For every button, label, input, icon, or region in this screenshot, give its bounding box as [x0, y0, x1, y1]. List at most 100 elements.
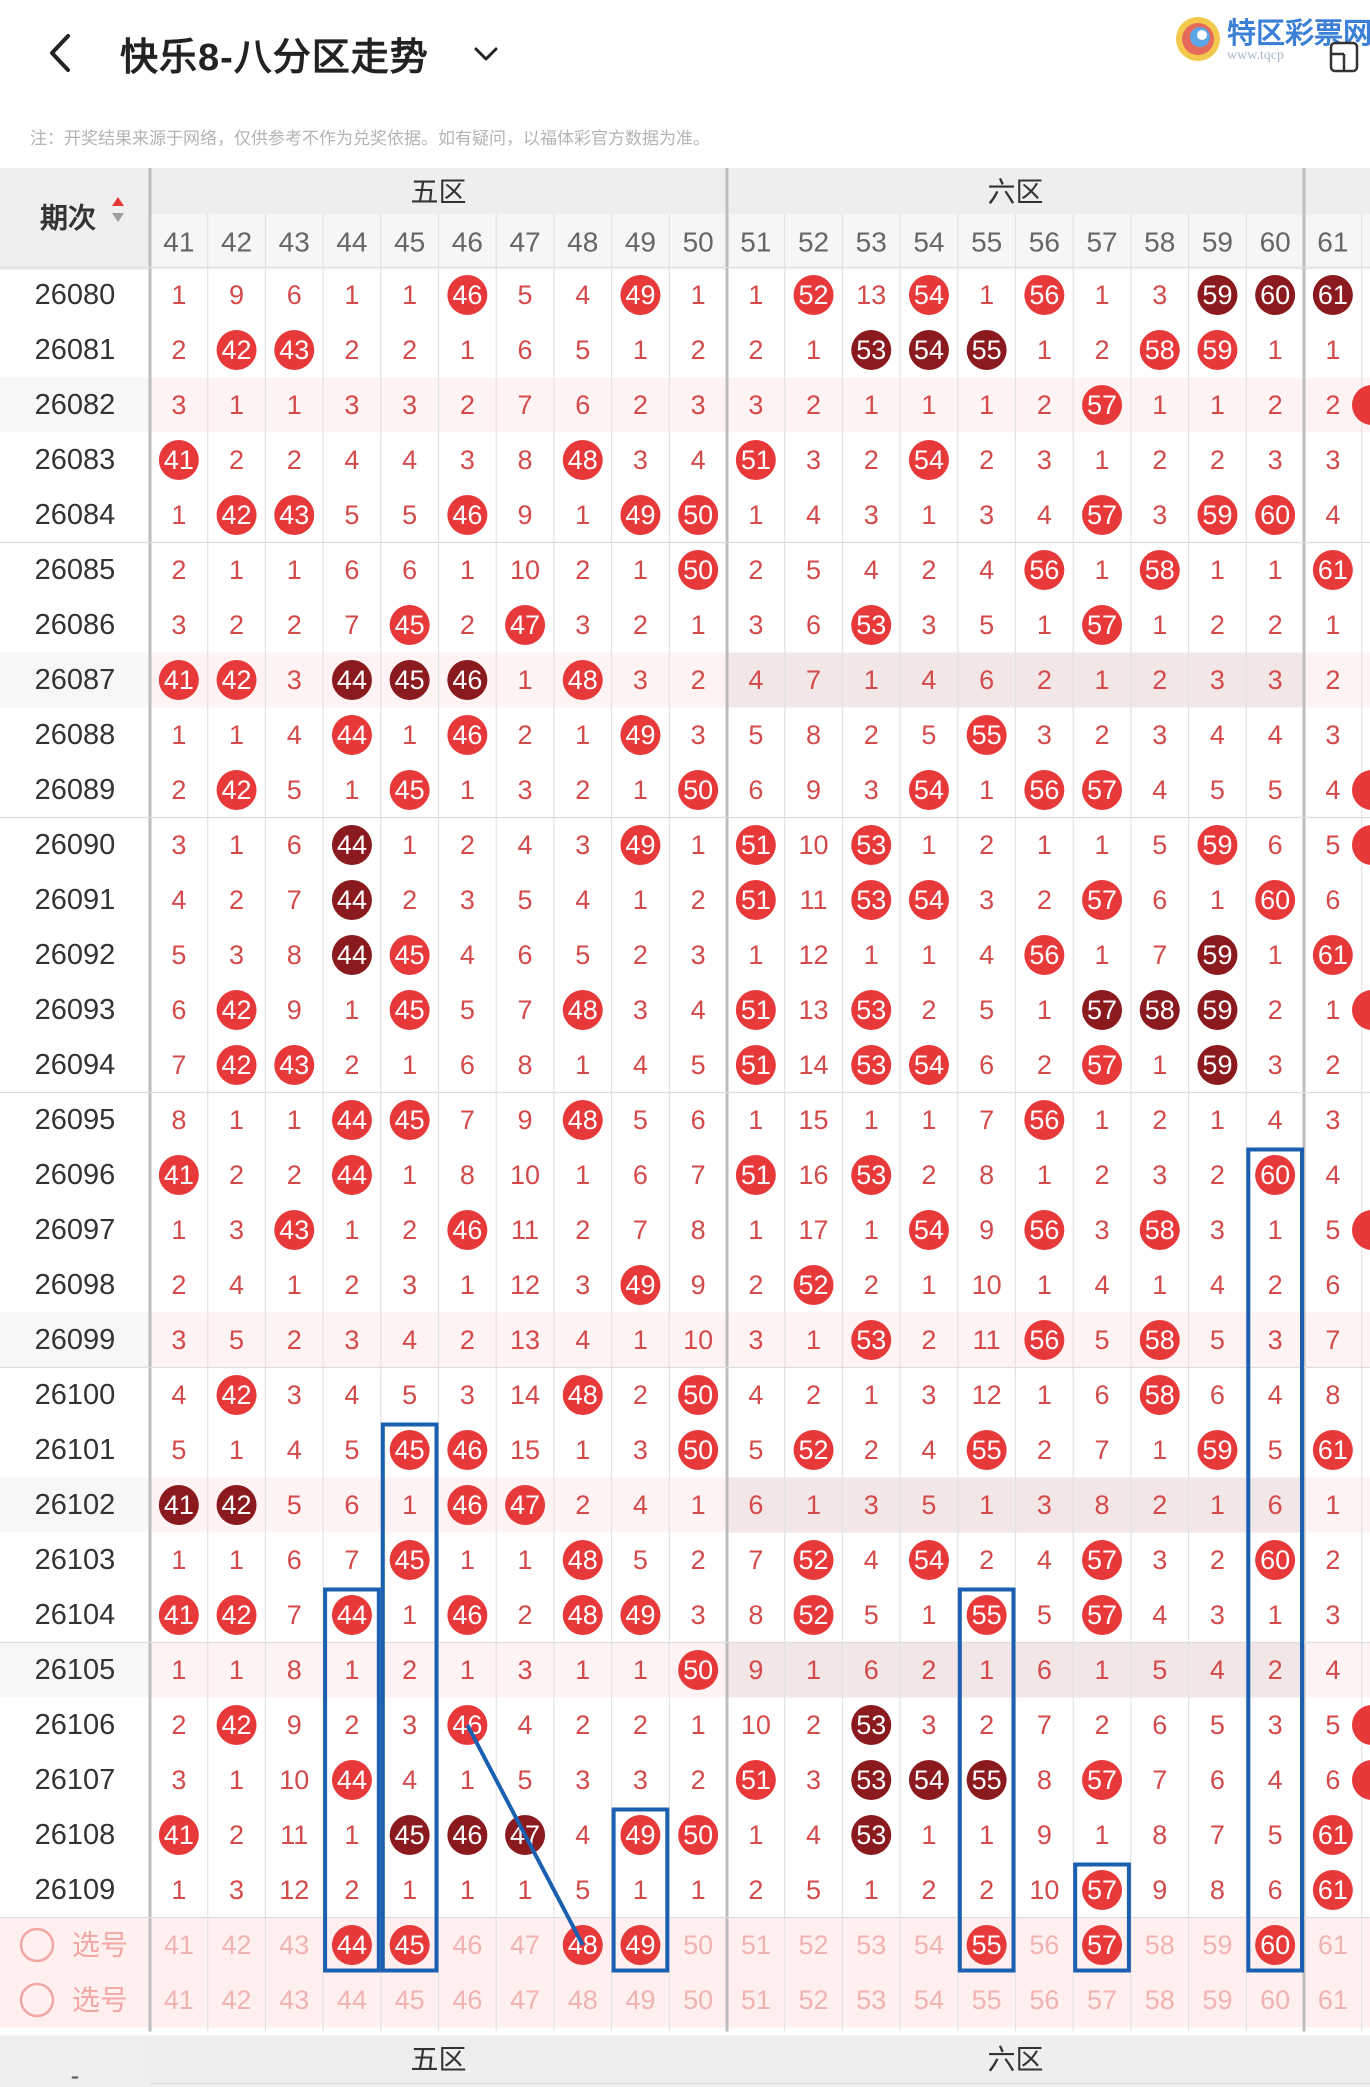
drawn-ball	[1082, 1595, 1123, 1635]
select-option[interactable]: 54	[914, 1985, 944, 2015]
sort-updown-icon-down[interactable]	[112, 213, 124, 222]
select-option[interactable]: 55	[972, 1985, 1002, 2015]
select-option[interactable]: 49	[625, 1985, 655, 2015]
select-radio[interactable]	[19, 1927, 55, 1963]
drawn-ball	[1024, 1320, 1065, 1360]
select-option[interactable]: 58	[1145, 1930, 1175, 1960]
miss-count: 2	[1268, 610, 1283, 640]
drawn-ball	[1024, 550, 1065, 590]
select-option[interactable]: 61	[1318, 1930, 1348, 1960]
miss-count: 1	[344, 995, 359, 1025]
drawn-number: 56	[1029, 1215, 1059, 1245]
drawn-number: 58	[1145, 555, 1175, 585]
miss-count: 3	[633, 995, 648, 1025]
drawn-ball	[331, 1760, 372, 1800]
partial-ball	[1352, 825, 1370, 865]
miss-count: 1	[633, 1655, 648, 1685]
selected-ball[interactable]	[1082, 1925, 1123, 1965]
miss-count: 4	[402, 1765, 417, 1795]
drawn-ball	[505, 605, 546, 645]
select-option[interactable]: 50	[683, 1985, 713, 2015]
miss-count: 3	[1210, 1215, 1225, 1245]
select-option[interactable]: 42	[222, 1985, 252, 2015]
miss-count: 3	[691, 720, 706, 750]
logo-url: www.tqcp	[1227, 48, 1285, 63]
select-option[interactable]: 46	[452, 1930, 482, 1960]
select-option[interactable]: 50	[683, 1930, 713, 1960]
drawn-ball	[158, 1485, 199, 1525]
column-header-60: 60	[1260, 227, 1291, 258]
select-option[interactable]: 45	[395, 1985, 425, 2015]
selected-ball[interactable]	[1255, 1925, 1296, 1965]
drawn-ball	[1312, 275, 1353, 315]
selected-ball[interactable]	[331, 1925, 372, 1965]
drawn-ball	[562, 1100, 603, 1140]
drawn-number: 50	[683, 1655, 713, 1685]
select-option[interactable]: 58	[1145, 1985, 1175, 2015]
select-option[interactable]: 51	[741, 1930, 771, 1960]
select-option[interactable]: 51	[741, 1985, 771, 2015]
drawn-ball	[562, 440, 603, 480]
drawn-ball	[216, 1375, 257, 1415]
drawn-number: 53	[856, 1325, 886, 1355]
miss-count: 1	[402, 1600, 417, 1630]
partial-ball	[1352, 1760, 1370, 1800]
select-option[interactable]: 52	[799, 1985, 829, 2015]
select-option[interactable]: 56	[1029, 1985, 1059, 2015]
drawn-ball	[216, 660, 257, 700]
drawn-ball	[562, 1375, 603, 1415]
miss-count: 6	[518, 335, 533, 365]
drawn-number: 49	[625, 500, 655, 530]
miss-count: 4	[1325, 1655, 1340, 1685]
chevron-down-icon[interactable]	[470, 38, 502, 70]
select-option[interactable]: 41	[164, 1985, 194, 2015]
miss-count: 8	[518, 445, 533, 475]
sort-updown-icon[interactable]	[112, 197, 124, 206]
miss-count: 5	[864, 1600, 879, 1630]
selected-ball[interactable]	[966, 1925, 1007, 1965]
select-option[interactable]: 54	[914, 1930, 944, 1960]
miss-count: 1	[691, 1490, 706, 1520]
select-option[interactable]: 41	[164, 1930, 194, 1960]
select-option[interactable]: 61	[1318, 1985, 1348, 2015]
selected-ball[interactable]	[620, 1925, 661, 1965]
select-option[interactable]: 43	[279, 1985, 309, 2015]
select-option[interactable]: 47	[510, 1985, 540, 2015]
miss-count: 1	[1037, 1380, 1052, 1410]
footer-zone-row	[150, 2035, 1370, 2087]
selected-ball[interactable]	[389, 1925, 430, 1965]
select-option[interactable]: 43	[279, 1930, 309, 1960]
select-option[interactable]: 48	[568, 1985, 598, 2015]
select-option[interactable]: 59	[1202, 1985, 1232, 2015]
select-option[interactable]: 44	[337, 1985, 367, 2015]
select-option[interactable]: 53	[856, 1930, 886, 1960]
miss-count: 1	[979, 1655, 994, 1685]
miss-count: 3	[1325, 720, 1340, 750]
miss-count: 3	[229, 1875, 244, 1905]
select-option[interactable]: 57	[1087, 1985, 1117, 2015]
drawn-ball	[1312, 935, 1353, 975]
miss-count: 2	[1037, 1435, 1052, 1465]
drawn-ball	[1197, 825, 1238, 865]
select-option[interactable]: 46	[452, 1985, 482, 2015]
miss-count: 2	[1037, 390, 1052, 420]
back-arrow-icon[interactable]	[40, 28, 80, 78]
select-option[interactable]: 42	[222, 1930, 252, 1960]
drawn-ball	[735, 825, 776, 865]
miss-count: 2	[864, 1270, 879, 1300]
drawn-ball	[793, 1265, 834, 1305]
miss-count: 4	[1268, 720, 1283, 750]
miss-count: 1	[1210, 1105, 1225, 1135]
select-option[interactable]: 53	[856, 1985, 886, 2015]
split-screen-icon[interactable]	[1328, 40, 1360, 74]
select-option[interactable]: 47	[510, 1930, 540, 1960]
drawn-number: 41	[164, 1820, 194, 1850]
miss-count: 3	[1152, 280, 1167, 310]
select-option[interactable]: 52	[799, 1930, 829, 1960]
select-option[interactable]: 60	[1260, 1985, 1290, 2015]
select-radio[interactable]	[19, 1982, 55, 2018]
drawn-ball	[678, 1650, 719, 1690]
miss-count: 1	[1095, 830, 1110, 860]
select-option[interactable]: 56	[1029, 1930, 1059, 1960]
select-option[interactable]: 59	[1202, 1930, 1232, 1960]
